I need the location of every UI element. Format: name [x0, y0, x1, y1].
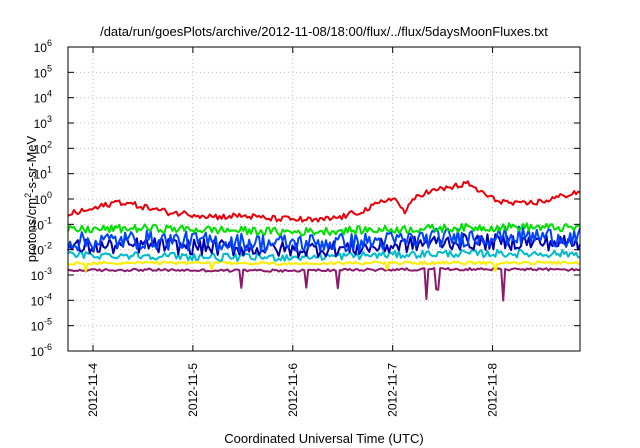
- y-tick-label: 106: [34, 38, 52, 55]
- series-line-5: [67, 248, 581, 263]
- series-line-2: [67, 222, 581, 237]
- chart-title: /data/run/goesPlots/archive/2012-11-08/1…: [100, 24, 548, 39]
- y-tick-label: 104: [34, 89, 52, 106]
- y-tick-label: 10-3: [31, 266, 52, 283]
- x-tick-label: 2012-11-7: [386, 363, 400, 417]
- y-tick-label: 100: [34, 190, 52, 207]
- y-tick-label: 10-1: [31, 215, 52, 232]
- y-tick-label: 10-4: [31, 291, 52, 308]
- y-tick-label: 10-2: [31, 241, 52, 258]
- x-tick-label: 2012-11-4: [86, 363, 100, 417]
- y-axis-label-suffix: -s-sr-MeV: [24, 135, 39, 192]
- series-group: [67, 180, 581, 302]
- y-tick-label: 10-6: [31, 342, 52, 359]
- y-tick-label: 10-5: [31, 317, 52, 334]
- x-tick-label: 2012-11-6: [286, 363, 300, 417]
- y-axis-label-sup: 2: [23, 193, 33, 198]
- y-axis-label-prefix: protons/cm: [24, 198, 39, 262]
- axes: 10-6 10-5 10-4 10-3 10-2 10-1 100 101 102 103 104 1…: [31, 38, 580, 417]
- x-axis-label: Coordinated Universal Time (UTC): [224, 431, 423, 446]
- x-tick-label: 2012-11-8: [486, 363, 500, 417]
- y-tick-label: 103: [34, 114, 52, 131]
- y-tick-label: 102: [34, 139, 52, 156]
- series-line-1: [67, 180, 581, 223]
- y-axis-label: protons/cm2-s-sr-MeV: [23, 135, 39, 262]
- y-tick-label: 101: [34, 165, 52, 182]
- y-tick-label: 105: [34, 63, 52, 80]
- series-line-3: [67, 225, 581, 253]
- x-tick-label: 2012-11-5: [186, 363, 200, 417]
- series-line-6: [67, 260, 581, 273]
